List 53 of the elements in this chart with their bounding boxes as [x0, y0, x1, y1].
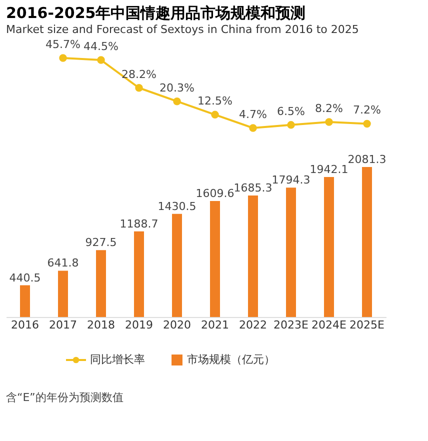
point — [97, 56, 105, 64]
point — [363, 120, 371, 128]
point — [59, 54, 67, 62]
data-label: 4.7% — [239, 108, 267, 121]
bar — [324, 177, 334, 317]
bar — [96, 250, 106, 317]
text: 含“E”的年份为预测数值 — [6, 391, 124, 404]
x-tick-label: 2022 — [239, 318, 267, 332]
data-label: 12.5% — [198, 94, 232, 108]
data-label: 440.5 — [9, 271, 41, 284]
bar — [172, 214, 182, 317]
chart-title: 2016-2025年中国情趣用品市场规模和预测 — [6, 4, 306, 22]
data-label: 45.7% — [46, 38, 80, 51]
chart-subtitle: Market size and Forecast of Sextoys in China from 2016 to 2025 — [6, 23, 359, 36]
bar — [362, 167, 372, 317]
data-label: 1609.6 — [196, 186, 234, 200]
x-tick-label: 2025E — [350, 318, 385, 332]
bar — [20, 285, 30, 317]
x-tick-label: 2023E — [274, 318, 309, 332]
point — [211, 110, 219, 119]
bar — [210, 200, 220, 317]
data-label: 8.2% — [315, 102, 343, 116]
point — [249, 124, 257, 132]
data-label: 2081.3 — [348, 153, 386, 166]
point — [173, 98, 181, 106]
point — [287, 121, 295, 129]
point — [135, 84, 143, 92]
data-label: 44.5% — [84, 40, 118, 54]
bar — [286, 188, 296, 317]
legend-label: 同比增长率 — [90, 353, 145, 366]
data-label: 1430.5 — [158, 200, 196, 213]
bar — [58, 270, 68, 317]
data-label: 1942.1 — [310, 163, 348, 176]
legend-label: 市场规模（亿元） — [187, 353, 275, 366]
point — [325, 118, 333, 126]
x-tick-label: 2021 — [201, 318, 229, 332]
data-label: 6.5% — [277, 104, 305, 118]
bar — [248, 196, 258, 317]
x-tick-label: 2019 — [125, 318, 153, 332]
x-tick-label: 2024E — [312, 318, 347, 332]
data-label: 641.8 — [47, 256, 79, 270]
data-label: 1685.3 — [234, 182, 272, 195]
data-label: 7.2% — [353, 104, 381, 117]
data-label: 927.5 — [85, 236, 117, 250]
x-tick-label: 2018 — [87, 318, 115, 332]
data-label: 1794.3 — [272, 174, 310, 187]
bar — [134, 231, 144, 317]
x-tick-label: 2016 — [11, 318, 39, 332]
x-tick-label: 2020 — [163, 318, 191, 332]
data-label: 20.3% — [160, 81, 194, 94]
data-label: 1188.7 — [120, 217, 158, 230]
x-tick-label: 2017 — [49, 318, 77, 332]
data-label: 28.2% — [122, 68, 156, 81]
